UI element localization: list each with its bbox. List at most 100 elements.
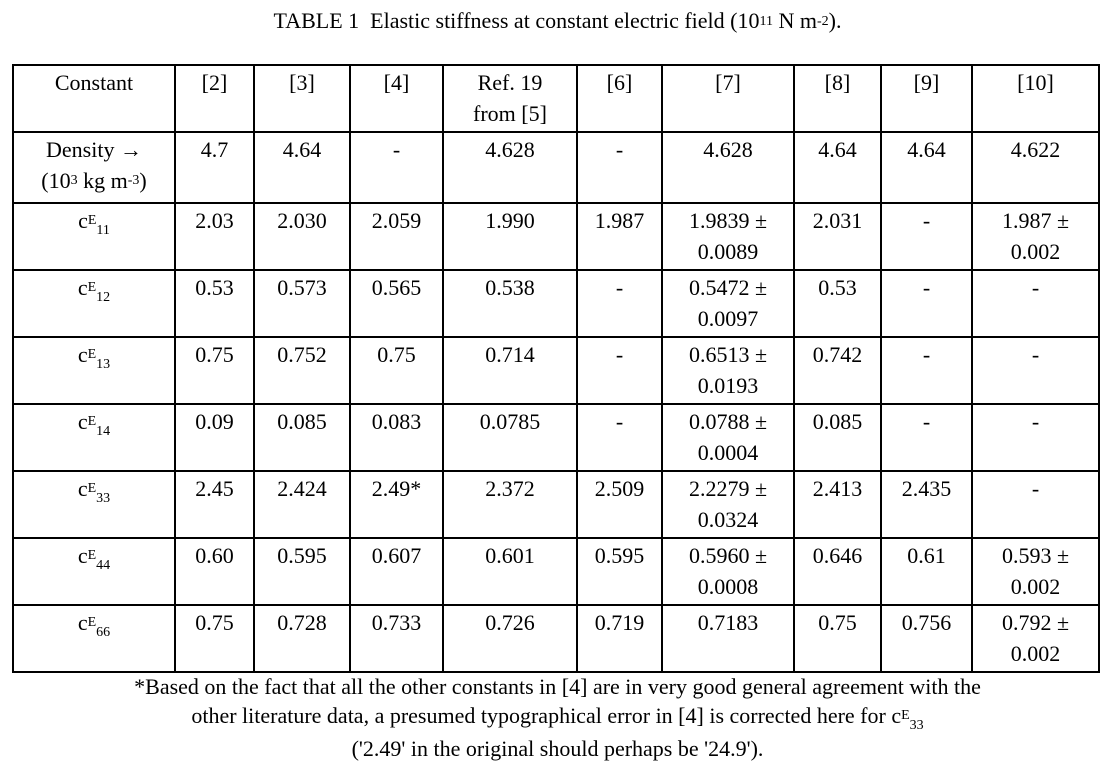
density-value-cell: - xyxy=(576,131,663,204)
cell-value: - xyxy=(1031,409,1040,434)
value-cell: 1.987 xyxy=(576,202,663,271)
value-cell: 0.538 xyxy=(442,269,578,338)
cell-value: 0.53 xyxy=(195,275,234,300)
footnote-sup: E xyxy=(901,708,910,723)
cell-value: 0.0785 xyxy=(479,409,541,434)
density-label: Density → xyxy=(46,137,142,162)
cell-value: 0.538 xyxy=(485,275,535,300)
cell-value: 0.593 ± xyxy=(1001,543,1070,568)
value-cell: 0.61 xyxy=(880,537,973,606)
density-row: Density → (103 kg m-3) 4.7 4.64 - 4.628 … xyxy=(12,131,1100,204)
constant-symbol: cE44 xyxy=(78,540,110,575)
density-unit-exp: 3 xyxy=(70,173,78,188)
footnote: *Based on the fact that all the other co… xyxy=(20,672,1095,763)
caption-unit-exponent: -2 xyxy=(816,14,829,29)
header-label: Ref. 19 xyxy=(477,70,543,95)
value-cell: 2.2279 ± 0.0324 xyxy=(661,470,795,539)
density-unit: (103 kg m-3) xyxy=(41,165,146,200)
cell-value: 0.5960 ± xyxy=(688,543,768,568)
cell-value: - xyxy=(1031,342,1040,367)
cell-value: 2.435 xyxy=(901,476,952,501)
constant-symbol-cell: cE44 xyxy=(12,537,176,606)
cell-value: 0.756 xyxy=(901,610,952,635)
cell-value: 0.565 xyxy=(371,275,422,300)
value-cell: 0.75 xyxy=(174,604,255,673)
header-label: [9] xyxy=(913,70,940,95)
constant-row: cE11 2.03 2.030 2.059 1.990 1.987 1.9839 ± 0.00… xyxy=(12,202,1100,271)
value-cell: 0.085 xyxy=(253,403,351,472)
cell-value: 0.75 xyxy=(377,342,416,367)
constant-symbol-cell: cE11 xyxy=(12,202,176,271)
value-cell: 2.45 xyxy=(174,470,255,539)
constant-symbol-sub: 13 xyxy=(96,357,111,372)
constant-symbol-sym: c xyxy=(77,409,88,434)
cell-value: 2.45 xyxy=(195,476,234,501)
cell-uncertainty: 0.0089 xyxy=(697,239,759,264)
density-value-cell: 4.628 xyxy=(442,131,578,204)
value-cell: 0.728 xyxy=(253,604,351,673)
caption-end: ). xyxy=(828,8,842,33)
constant-symbol: cE13 xyxy=(78,339,110,374)
density-value: 4.622 xyxy=(1010,137,1061,162)
header-label: [3] xyxy=(289,70,315,95)
cell-value: 0.0788 ± xyxy=(688,409,768,434)
constant-row: cE44 0.60 0.595 0.607 0.601 0.595 0.5960 ± 0.00… xyxy=(12,537,1100,606)
value-cell: 0.083 xyxy=(349,403,444,472)
value-cell: 0.085 xyxy=(793,403,882,472)
constant-symbol: cE33 xyxy=(78,473,110,508)
cell-value: - xyxy=(922,208,931,233)
header-label: [6] xyxy=(606,70,633,95)
cell-value: 0.726 xyxy=(485,610,535,635)
constant-symbol-sup: E xyxy=(87,481,97,496)
cell-value: 0.6513 ± xyxy=(688,342,768,367)
density-value: 4.64 xyxy=(282,137,322,162)
footnote-sub: 33 xyxy=(909,718,924,733)
constant-symbol-cell: cE66 xyxy=(12,604,176,673)
cell-uncertainty: 0.0008 xyxy=(697,574,759,599)
constant-row: cE66 0.75 0.728 0.733 0.726 0.719 0.7183 0.75 0.… xyxy=(12,604,1100,673)
cell-uncertainty: 0.002 xyxy=(1010,574,1061,599)
header-label: [4] xyxy=(383,70,410,95)
constant-symbol-sym: c xyxy=(77,275,88,300)
header-label: [7] xyxy=(715,70,741,95)
header-label: [2] xyxy=(201,70,228,95)
table-caption: TABLE 1 Elastic stiffness at constant el… xyxy=(0,6,1115,40)
value-cell: 0.601 xyxy=(442,537,578,606)
constant-symbol-sub: 33 xyxy=(96,491,111,506)
cell-value: 1.987 ± xyxy=(1001,208,1070,233)
density-value: 4.628 xyxy=(703,137,753,162)
value-cell: 0.595 xyxy=(253,537,351,606)
value-cell: 0.573 xyxy=(253,269,351,338)
caption-label: TABLE 1 xyxy=(273,8,360,33)
value-cell: - xyxy=(971,470,1100,539)
cell-value: 0.733 xyxy=(371,610,422,635)
footnote-text: other literature data, a presumed typogr… xyxy=(191,703,902,728)
value-cell: 2.031 xyxy=(793,202,882,271)
constant-symbol: cE11 xyxy=(78,205,110,240)
cell-value: 0.53 xyxy=(818,275,857,300)
value-cell: 0.0785 xyxy=(442,403,578,472)
density-value: - xyxy=(615,137,624,162)
cell-value: 0.595 xyxy=(594,543,645,568)
cell-value: - xyxy=(922,409,931,434)
cell-value: 0.75 xyxy=(818,610,857,635)
constant-symbol-cell: cE12 xyxy=(12,269,176,338)
cell-uncertainty: 0.0193 xyxy=(697,373,759,398)
constant-symbol-sub: 14 xyxy=(96,424,111,439)
cell-uncertainty: 0.0324 xyxy=(697,507,759,532)
cell-value: 0.75 xyxy=(195,342,234,367)
value-cell: - xyxy=(880,403,973,472)
cell-value: 1.9839 ± xyxy=(688,208,768,233)
constant-symbol-sup: E xyxy=(87,347,97,362)
density-value: - xyxy=(392,137,401,162)
header-cell: [6] xyxy=(576,64,663,133)
cell-value: - xyxy=(922,342,931,367)
constant-symbol-cell: cE13 xyxy=(12,336,176,405)
cell-value: 2.424 xyxy=(277,476,327,501)
density-value-cell: 4.622 xyxy=(971,131,1100,204)
value-cell: 0.607 xyxy=(349,537,444,606)
cell-value: 0.61 xyxy=(907,543,946,568)
cell-value: 0.792 ± xyxy=(1001,610,1070,635)
density-unit-part: kg m xyxy=(77,168,128,193)
constant-symbol-sub: 44 xyxy=(96,558,111,573)
